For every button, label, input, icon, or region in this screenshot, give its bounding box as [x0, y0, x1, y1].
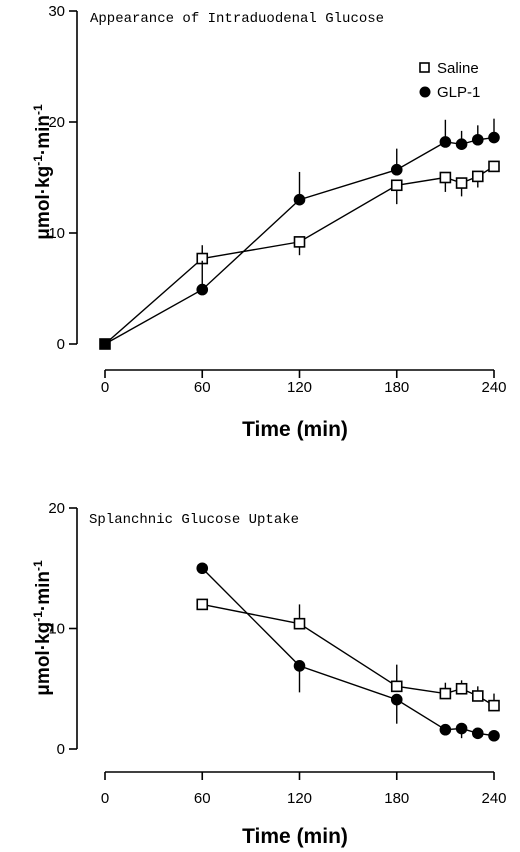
series-saline — [196, 598, 500, 712]
data-point-circle — [293, 660, 306, 672]
x-tick-label: 180 — [384, 790, 409, 807]
panel-title: Splanchnic Glucose Uptake — [89, 512, 299, 528]
data-point-circle — [488, 729, 500, 742]
data-point-circle — [439, 723, 452, 736]
x-tick-label: 240 — [481, 379, 506, 396]
x-tick-label: 60 — [194, 379, 211, 396]
data-point-square — [455, 177, 468, 189]
x-ticks: 0 60 120 180 240 — [101, 772, 507, 807]
data-point-square — [390, 179, 403, 192]
data-point-square — [488, 699, 500, 712]
panel-appearance-intraduodenal-glucose: 0 10 20 30 0 60 120 180 240 Appearance of Intra… — [31, 3, 507, 441]
data-point-circle — [455, 722, 468, 735]
data-point-square — [293, 617, 306, 630]
legend-label-glp1: GLP-1 — [437, 84, 480, 101]
data-point-circle — [471, 133, 484, 146]
x-tick-label: 180 — [384, 379, 409, 396]
y-tick-label: 20 — [48, 114, 65, 131]
data-point-square — [455, 682, 468, 695]
y-tick-label: 30 — [48, 3, 65, 20]
y-tick-label: 20 — [48, 500, 65, 517]
data-point-circle — [196, 283, 209, 296]
y-tick-label: 10 — [48, 621, 65, 638]
data-point-circle — [439, 136, 452, 148]
y-axis-title: μmol·kg-1·min-1 — [31, 560, 54, 696]
data-point-square — [471, 170, 484, 183]
data-point-square — [488, 160, 500, 173]
data-point-circle — [293, 193, 306, 206]
axes — [76, 11, 494, 371]
x-tick-label: 60 — [194, 790, 211, 807]
panel-title: Appearance of Intraduodenal Glucose — [90, 11, 384, 27]
panel-splanchnic-glucose-uptake: 0 10 20 0 60 120 180 240 Splanchnic Glucose Up… — [31, 500, 507, 848]
x-tick-label: 0 — [101, 379, 109, 396]
series-line-glp1 — [201, 567, 495, 737]
x-tick-label: 120 — [287, 790, 312, 807]
data-point-circle — [390, 693, 403, 706]
data-point-square — [196, 598, 209, 611]
data-point-square — [471, 690, 484, 702]
series-glp1 — [104, 118, 500, 345]
y-ticks: 0 10 20 — [48, 500, 77, 758]
legend-circle-marker — [419, 86, 431, 98]
x-axis-title: Time (min) — [242, 418, 348, 441]
x-ticks: 0 60 120 180 240 — [101, 370, 507, 396]
data-point-square — [390, 680, 403, 693]
data-point-circle — [196, 562, 209, 575]
plot-area — [99, 118, 500, 350]
data-point-circle — [390, 163, 403, 176]
plot-area — [196, 562, 500, 742]
x-axis-title: Time (min) — [242, 825, 348, 848]
y-ticks: 0 10 20 30 — [48, 3, 77, 353]
legend-label-saline: Saline — [437, 60, 479, 77]
x-tick-label: 0 — [101, 790, 109, 807]
x-tick-label: 240 — [481, 790, 506, 807]
data-point-circle — [471, 727, 484, 740]
data-point-square — [439, 171, 452, 184]
y-tick-label: 0 — [57, 336, 65, 353]
data-point-circle — [488, 131, 500, 144]
legend-square-marker — [419, 62, 430, 73]
legend: Saline GLP-1 — [419, 60, 480, 101]
y-tick-label: 10 — [48, 225, 65, 242]
axes — [76, 508, 494, 773]
series-glp1 — [196, 562, 500, 742]
data-point-square — [293, 236, 306, 248]
y-axis-title: μmol·kg-1·min-1 — [31, 104, 54, 240]
data-point-circle — [455, 138, 468, 150]
y-tick-label: 0 — [57, 741, 65, 758]
x-tick-label: 120 — [287, 379, 312, 396]
series-saline — [99, 160, 500, 350]
data-point-square — [439, 687, 452, 700]
